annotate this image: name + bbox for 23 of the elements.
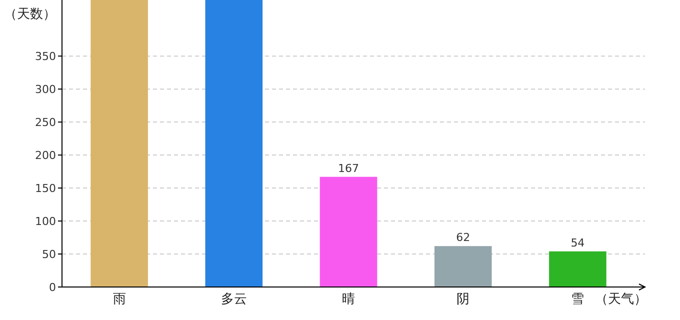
y-tick-label: 0	[49, 281, 56, 294]
y-tick-label: 200	[35, 149, 56, 162]
y-tick-label: 150	[35, 182, 56, 196]
y-axis-title: （天数）	[4, 7, 56, 22]
bar	[90, 0, 148, 287]
x-tick-label: 晴	[342, 292, 355, 307]
y-tick-label: 100	[35, 215, 56, 228]
data-label: 54	[570, 236, 585, 250]
bar	[549, 251, 606, 287]
data-label: 62	[456, 231, 470, 244]
y-tick-label: 250	[35, 116, 56, 130]
data-label: 167	[338, 162, 359, 175]
y-tick-label: 350	[35, 50, 56, 64]
y-tick-label: 300	[35, 83, 56, 96]
x-tick-label: 雨	[112, 292, 126, 307]
x-tick-label: 多云	[220, 292, 247, 307]
bar	[434, 246, 492, 287]
bar	[320, 176, 378, 287]
x-tick-label: 阴	[456, 292, 470, 307]
x-axis-title: （天气）	[595, 292, 647, 307]
bar	[205, 0, 263, 287]
x-tick-label: 雪	[571, 292, 584, 307]
y-tick-label: 50	[42, 248, 56, 262]
